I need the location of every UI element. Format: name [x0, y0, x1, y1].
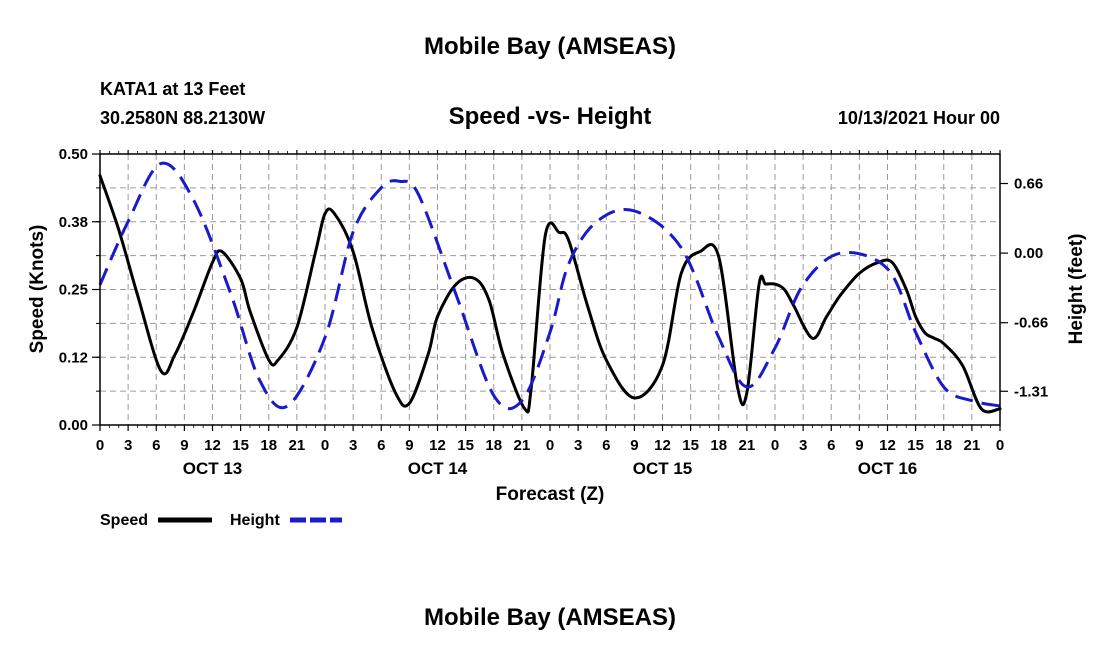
- x-tick-label: 15: [682, 437, 699, 454]
- y-tick-label-left: 0.50: [59, 146, 88, 163]
- x-tick-label: 18: [935, 437, 952, 454]
- x-tick-label: 9: [180, 437, 188, 454]
- x-tick-label: 9: [405, 437, 413, 454]
- grid-lines: [100, 154, 1000, 425]
- x-tick-label: 3: [349, 437, 357, 454]
- x-tick-label: 21: [289, 437, 306, 454]
- station-coords: 30.2580N 88.2130W: [100, 108, 265, 128]
- y-axis-label-left: Speed (Knots): [27, 225, 48, 354]
- day-label: OCT 14: [408, 459, 468, 478]
- y-tick-label-right: 0.66: [1014, 176, 1043, 193]
- x-tick-label: 0: [771, 437, 779, 454]
- x-tick-label: 6: [827, 437, 835, 454]
- x-tick-label: 0: [96, 437, 104, 454]
- x-tick-label: 3: [799, 437, 807, 454]
- series-line-height: [98, 161, 1001, 411]
- x-tick-label: 3: [574, 437, 582, 454]
- x-tick-label: 18: [710, 437, 727, 454]
- x-tick-label: 18: [485, 437, 502, 454]
- footer-title: Mobile Bay (AMSEAS): [424, 604, 676, 631]
- day-label: OCT 13: [183, 459, 243, 478]
- y-tick-label-left: 0.12: [59, 349, 88, 366]
- x-tick-label: 15: [232, 437, 249, 454]
- legend-height-label: Height: [230, 512, 280, 529]
- y-tick-label-right: 0.00: [1014, 245, 1043, 262]
- legend: Speed Height: [100, 512, 342, 529]
- legend-speed-label: Speed: [100, 512, 148, 529]
- x-tick-label: 12: [204, 437, 221, 454]
- x-tick-label: 6: [377, 437, 385, 454]
- day-label: OCT 16: [858, 459, 918, 478]
- series-line-speed: [98, 174, 1002, 414]
- x-tick-label: 0: [546, 437, 554, 454]
- x-tick-label: 12: [879, 437, 896, 454]
- x-tick-label: 18: [260, 437, 277, 454]
- y-tick-label-right: -0.66: [1014, 315, 1048, 332]
- day-label: OCT 15: [633, 459, 693, 478]
- series-group: [98, 161, 1002, 414]
- x-tick-label: 15: [457, 437, 474, 454]
- x-tick-label: 21: [514, 437, 531, 454]
- y-tick-label-right: -1.31: [1014, 383, 1048, 400]
- chart-subtitle: Speed -vs- Height: [449, 103, 652, 130]
- x-tick-label: 21: [739, 437, 756, 454]
- x-tick-label: 0: [321, 437, 329, 454]
- x-tick-label: 15: [907, 437, 924, 454]
- chart-title: Mobile Bay (AMSEAS): [424, 33, 676, 60]
- y-tick-label-left: 0.00: [59, 417, 88, 434]
- y-tick-label-left: 0.38: [59, 214, 88, 231]
- x-axis-label: Forecast (Z): [496, 484, 605, 505]
- y-tick-label-left: 0.25: [59, 282, 88, 299]
- x-tick-label: 0: [996, 437, 1004, 454]
- y-axis-label-right: Height (feet): [1066, 234, 1087, 345]
- x-tick-label: 12: [654, 437, 671, 454]
- x-tick-label: 21: [964, 437, 981, 454]
- x-tick-label: 12: [429, 437, 446, 454]
- x-tick-label: 9: [855, 437, 863, 454]
- station-label: KATA1 at 13 Feet: [100, 79, 245, 99]
- axis-ticks: 0 3 6 9 12 15 18 21 0 3 6 9 12 15 18 21 0 3 6 9 12 15 18 21 0 3 6 9…: [59, 146, 1048, 478]
- x-tick-label: 9: [630, 437, 638, 454]
- forecast-datetime: 10/13/2021 Hour 00: [838, 108, 1000, 128]
- x-tick-label: 3: [124, 437, 132, 454]
- x-tick-label: 6: [152, 437, 160, 454]
- x-tick-label: 6: [602, 437, 610, 454]
